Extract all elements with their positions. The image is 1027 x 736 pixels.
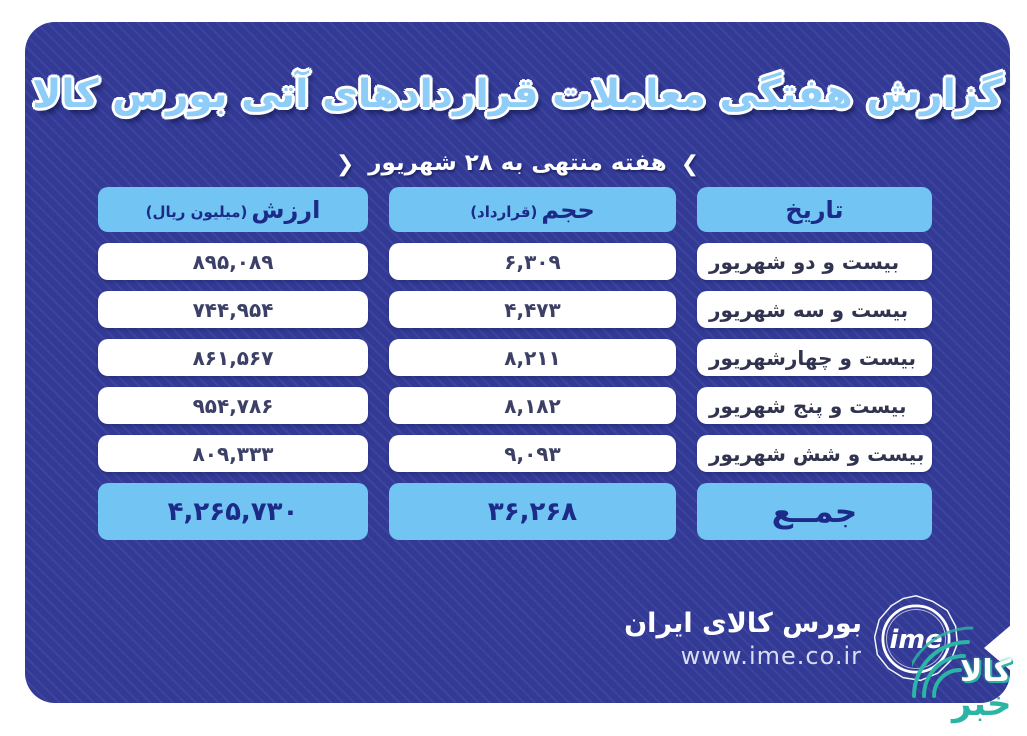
table-row-volume: ۴,۴۷۳ <box>389 291 676 328</box>
table-row-value: ۸۹۵,۰۸۹ <box>98 243 368 280</box>
watermark-line2: خبر <box>952 684 1012 724</box>
ribbon-notch <box>984 625 1011 671</box>
total-value-cell: ۴,۲۶۵,۷۳۰ <box>98 483 368 540</box>
header-value-label: ارزش <box>251 195 321 224</box>
date-text: بیست و شش شهریور <box>709 441 925 466</box>
report-panel: گزارش هفتگی معاملات قراردادهای آتی بورس … <box>25 22 1011 703</box>
table-row-volume: ۸,۱۸۲ <box>389 387 676 424</box>
total-value-value: ۴,۲۶۵,۷۳۰ <box>167 496 299 527</box>
volume-value: ۴,۴۷۳ <box>504 297 561 322</box>
header-volume-label: حجم <box>541 195 595 224</box>
date-text: بیست و چهارشهریور <box>709 345 917 370</box>
total-volume-cell: ۳۶,۲۶۸ <box>389 483 676 540</box>
chevron-right-icon: ❯ <box>680 152 700 177</box>
total-volume-value: ۳۶,۲۶۸ <box>487 496 578 527</box>
date-text: بیست و پنج شهریور <box>709 393 907 418</box>
date-text: بیست و دو شهریور <box>709 249 900 274</box>
table-row-date: بیست و سه شهریور <box>697 291 932 328</box>
value-value: ۹۵۴,۷۸۶ <box>192 393 274 418</box>
footer: بورس کالای ایران www.ime.co.ir ime <box>624 593 962 685</box>
value-value: ۸۶۱,۵۶۷ <box>192 345 274 370</box>
website-url: www.ime.co.ir <box>680 642 862 670</box>
table-row-volume: ۹,۰۹۳ <box>389 435 676 472</box>
table-row-value: ۸۶۱,۵۶۷ <box>98 339 368 376</box>
subtitle: ❯ هفته منتهی به ۲۸ شهریور ❮ <box>25 150 1010 177</box>
value-value: ۸۰۹,۳۳۳ <box>192 441 274 466</box>
date-text: بیست و سه شهریور <box>709 297 909 322</box>
volume-value: ۸,۲۱۱ <box>504 345 561 370</box>
header-date-cell: تاریخ <box>697 187 932 232</box>
watermark-line1: کالا <box>960 654 1012 689</box>
table-row-value: ۸۰۹,۳۳۳ <box>98 435 368 472</box>
table-row-date: بیست و دو شهریور <box>697 243 932 280</box>
page-title: گزارش هفتگی معاملات قراردادهای آتی بورس … <box>32 72 1003 117</box>
value-value: ۸۹۵,۰۸۹ <box>192 249 274 274</box>
volume-value: ۶,۳۰۹ <box>504 249 561 274</box>
table-row-date: بیست و شش شهریور <box>697 435 932 472</box>
header-date-label: تاریخ <box>785 195 844 224</box>
volume-value: ۹,۰۹۳ <box>504 441 561 466</box>
page: { "title": "گزارش هفتگی معاملات قرارداده… <box>25 22 1012 724</box>
total-label-cell: جمــع <box>697 483 932 540</box>
header-value-unit: (میلیون ریال) <box>145 202 248 221</box>
table-row-date: بیست و چهارشهریور <box>697 339 932 376</box>
subtitle-text: هفته منتهی به ۲۸ شهریور <box>368 150 667 176</box>
org-name: بورس کالای ایران <box>624 608 862 639</box>
footer-text: بورس کالای ایران www.ime.co.ir <box>624 607 862 671</box>
table-row-volume: ۶,۳۰۹ <box>389 243 676 280</box>
table-row-volume: ۸,۲۱۱ <box>389 339 676 376</box>
header-volume-cell: حجم (قرارداد) <box>389 187 676 232</box>
total-label: جمــع <box>771 493 858 530</box>
volume-value: ۸,۱۸۲ <box>504 393 561 418</box>
table-row-value: ۹۵۴,۷۸۶ <box>98 387 368 424</box>
report-table: تاریخ حجم (قرارداد) ارزش (میلیون ریال) ب… <box>98 187 932 540</box>
table-row-date: بیست و پنج شهریور <box>697 387 932 424</box>
value-value: ۷۴۴,۹۵۴ <box>192 297 274 322</box>
chevron-left-icon: ❮ <box>335 152 355 177</box>
header-volume-unit: (قرارداد) <box>470 202 538 221</box>
header-value-cell: ارزش (میلیون ریال) <box>98 187 368 232</box>
table-row-value: ۷۴۴,۹۵۴ <box>98 291 368 328</box>
kala-khabar-watermark-icon: کالا خبر <box>902 612 1027 732</box>
